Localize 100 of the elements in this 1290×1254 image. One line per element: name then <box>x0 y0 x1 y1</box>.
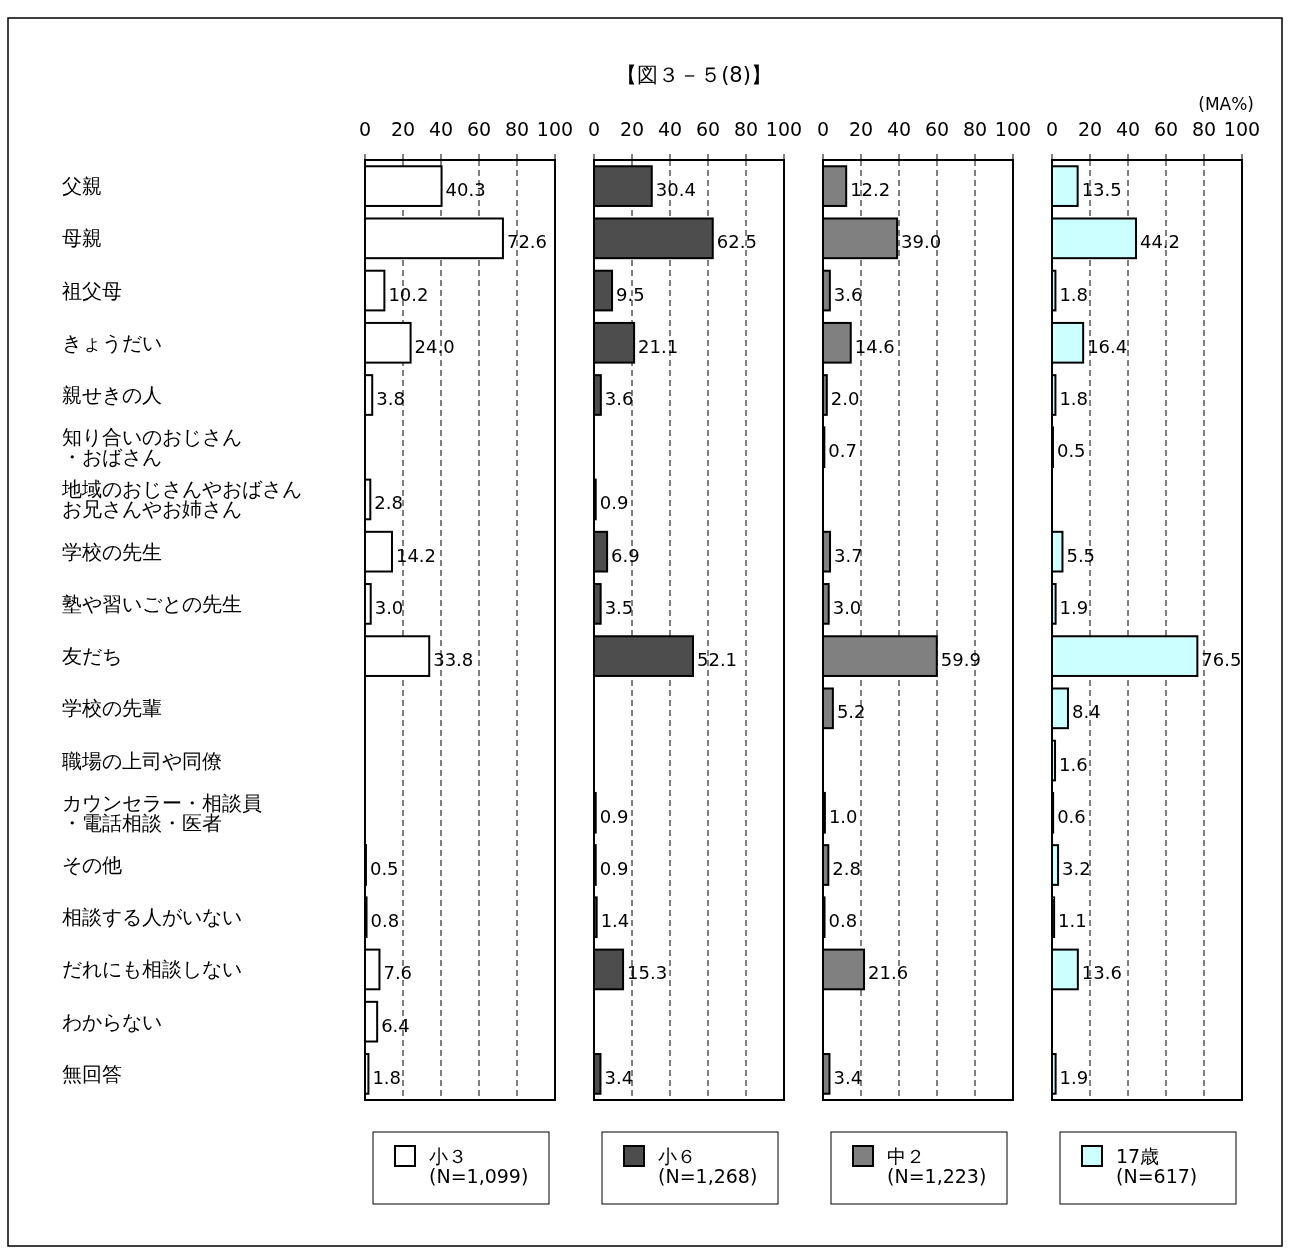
y-tick-label: 無回答 <box>62 1061 122 1086</box>
x-tick-label: 80 <box>733 118 759 140</box>
x-tick-label: 20 <box>390 118 416 140</box>
data-label: 62.5 <box>716 231 757 253</box>
x-tick-label: 60 <box>924 118 950 140</box>
data-label: 1.6 <box>1059 753 1088 775</box>
data-label: 0.8 <box>828 910 858 932</box>
data-label: 39.0 <box>901 231 942 253</box>
data-label: 9.5 <box>616 283 645 305</box>
data-label: 1.8 <box>1059 283 1089 305</box>
text: (MA%) <box>1198 94 1254 114</box>
data-label: 7.6 <box>383 962 413 984</box>
y-tick-label: きょうだい <box>62 330 162 355</box>
data-label: 3.8 <box>376 388 405 409</box>
x-tick-label: 0 <box>1045 118 1059 140</box>
data-label: 16.4 <box>1087 335 1128 357</box>
data-label: 5.5 <box>1066 544 1096 566</box>
y-tick-label: 塾や習いごとの先生 <box>62 591 242 616</box>
data-label: 3.0 <box>374 596 404 618</box>
y-tick-label: 学校の先生 <box>62 539 162 564</box>
y-tick-label: 父親 <box>62 174 102 199</box>
data-label: 72.6 <box>506 231 548 253</box>
data-label: 0.9 <box>599 492 629 514</box>
y-tick-label: 知り合いのおじさん・おばさん <box>62 425 242 470</box>
y-tick-label: 友だち <box>62 644 122 669</box>
data-label: 6.4 <box>381 1014 410 1036</box>
data-label: 33.8 <box>433 649 474 671</box>
data-label: 0.5 <box>1056 440 1086 462</box>
data-label: 21.6 <box>868 962 909 984</box>
data-label: 3.7 <box>834 544 863 566</box>
data-label: 14.2 <box>395 544 437 566</box>
y-tick-label: だれにも相談しない <box>62 957 242 982</box>
data-label: 8.4 <box>1071 701 1101 723</box>
chart-title: 【図３－５(8)】 <box>616 63 772 87</box>
y-tick-label: 学校の先輩 <box>62 696 162 721</box>
data-label: 52.1 <box>696 649 738 671</box>
data-label: 0.6 <box>1057 805 1086 827</box>
data-label: 3.0 <box>832 596 862 618</box>
data-label: 14.6 <box>854 335 895 357</box>
data-label: 1.1 <box>1058 910 1087 932</box>
x-tick-label: 40 <box>1115 118 1141 140</box>
x-tick-label: 80 <box>504 118 530 140</box>
data-label: 1.0 <box>828 805 858 827</box>
data-label: 2.8 <box>374 492 403 514</box>
data-label: 3.6 <box>833 283 863 305</box>
data-label: 1.9 <box>1059 1066 1089 1088</box>
x-tick-label: 20 <box>619 118 645 140</box>
x-tick-label: 20 <box>848 118 874 140</box>
data-label: 10.2 <box>388 283 429 305</box>
x-tick-label: 40 <box>886 118 912 140</box>
data-label: 1.9 <box>1059 596 1089 618</box>
legend-label: 中２ (N=1,223) <box>887 1145 987 1187</box>
data-label: 13.6 <box>1081 962 1122 984</box>
x-tick-label: 40 <box>428 118 454 140</box>
data-label: 5.2 <box>836 701 866 723</box>
data-label: 2.0 <box>830 388 860 409</box>
data-label: 1.4 <box>600 910 630 932</box>
data-label: 3.2 <box>1062 858 1091 879</box>
data-label: 0.8 <box>370 910 400 932</box>
data-label: 76.5 <box>1201 649 1242 671</box>
y-tick-label: 地域のおじさんやおばさんお兄さんやお姉さん <box>61 477 302 522</box>
x-tick-label: 80 <box>962 118 988 140</box>
x-tick-label: 60 <box>466 118 492 140</box>
x-tick-label: 40 <box>657 118 683 140</box>
y-tick-label: 母親 <box>62 226 102 251</box>
y-tick-label: 職場の上司や同僚 <box>62 748 222 773</box>
data-label: 1.8 <box>1059 388 1089 409</box>
data-label: 40.3 <box>445 179 486 201</box>
data-label: 59.9 <box>940 649 981 671</box>
x-tick-label: 80 <box>1191 118 1217 140</box>
data-label: 0.7 <box>828 440 857 462</box>
data-label: 0.5 <box>369 858 399 879</box>
data-label: 3.5 <box>604 596 634 618</box>
data-label: 0.9 <box>599 858 629 879</box>
y-tick-label: 相談する人がいない <box>62 905 242 930</box>
legend-label: 17歳 (N=617) <box>1116 1145 1198 1187</box>
data-label: 24.0 <box>414 335 455 357</box>
y-tick-label: その他 <box>62 853 122 877</box>
x-tick-label: 0 <box>358 118 372 140</box>
data-label: 30.4 <box>655 179 696 201</box>
data-label: 1.8 <box>372 1066 402 1088</box>
data-label: 2.8 <box>832 858 861 879</box>
x-tick-label: 0 <box>816 118 830 140</box>
data-label: 3.4 <box>604 1066 634 1088</box>
data-label: 6.9 <box>611 544 640 566</box>
x-tick-label: 100 <box>765 118 803 140</box>
y-tick-label: カウンセラー・相談員・電話相談・医者 <box>62 790 262 835</box>
legend-label: 小３ (N=1,099) <box>429 1145 529 1187</box>
data-label: 15.3 <box>627 962 668 984</box>
x-tick-label: 20 <box>1077 118 1103 140</box>
data-label: 0.9 <box>599 805 629 827</box>
data-label: 13.5 <box>1081 179 1122 201</box>
data-label: 21.1 <box>638 335 679 357</box>
x-tick-label: 60 <box>695 118 721 140</box>
x-tick-label: 100 <box>536 118 574 140</box>
x-tick-label: 60 <box>1153 118 1179 140</box>
data-label: 12.2 <box>850 179 891 201</box>
x-tick-label: 100 <box>1223 118 1261 140</box>
data-label: 3.6 <box>604 388 634 409</box>
y-tick-label: 親せきの人 <box>62 383 162 407</box>
